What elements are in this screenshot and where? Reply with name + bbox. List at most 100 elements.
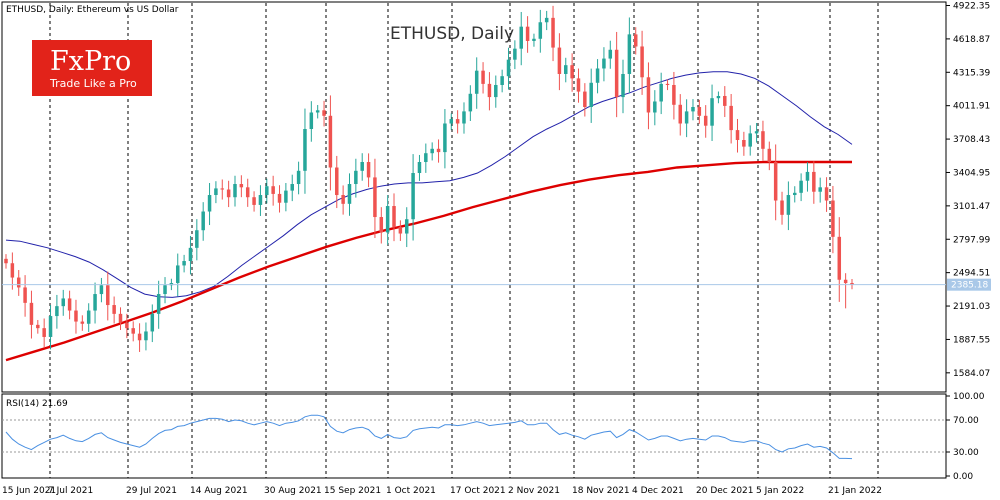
candle-body <box>633 34 638 47</box>
candle-body <box>576 78 581 92</box>
candle-body <box>474 70 479 94</box>
candle-body <box>697 106 702 116</box>
candle-body <box>761 131 765 149</box>
rsi-series-line <box>5 414 853 460</box>
price-tick-label: 2494.51 <box>953 269 990 279</box>
date-tick-label: 2 Nov 2021 <box>508 486 560 496</box>
candle-body <box>125 322 129 329</box>
candle-body <box>595 68 600 83</box>
candle-body <box>36 324 40 329</box>
candle-body <box>182 261 186 266</box>
candle-body <box>354 170 358 185</box>
candle-body <box>366 162 371 178</box>
rsi-tick-label: 100.00 <box>953 392 985 402</box>
candle-body <box>315 110 320 113</box>
candle-body <box>627 34 632 74</box>
candle-body <box>621 73 625 98</box>
candle-body <box>214 188 218 196</box>
candle-body <box>93 294 97 311</box>
candle-body <box>519 26 523 49</box>
candle-body <box>653 101 657 113</box>
candle-body <box>773 162 778 201</box>
candle-body <box>55 306 59 317</box>
price-tick-label: 2191.03 <box>953 302 990 312</box>
candle-body <box>430 148 434 154</box>
symbol-description: ETHUSD, Daily: Ethereum vs US Dollar <box>6 5 179 15</box>
candle-body <box>252 197 256 205</box>
candle-body <box>608 49 613 59</box>
rsi-tick-label: 0.00 <box>953 472 973 482</box>
candle-body <box>436 148 441 153</box>
candle-body <box>4 258 8 264</box>
candle-body <box>277 193 282 203</box>
candle-body <box>112 305 116 314</box>
candle-body <box>29 302 34 325</box>
candle-body <box>309 112 314 129</box>
price-tick-label: 1887.55 <box>953 335 990 345</box>
candle-body <box>48 316 53 337</box>
candle-body <box>646 77 651 113</box>
candle-body <box>80 321 85 324</box>
candle-body <box>735 130 740 141</box>
candle-body <box>74 310 78 322</box>
candle-body <box>805 171 810 181</box>
rsi-label: RSI(14) 21.69 <box>6 399 68 409</box>
candle-body <box>239 184 244 188</box>
date-tick-label: 17 Oct 2021 <box>450 486 506 496</box>
candle-body <box>245 187 250 198</box>
candle-body <box>824 187 829 201</box>
date-tick-label: 20 Dec 2021 <box>696 486 754 496</box>
candle-body <box>271 186 275 194</box>
candle-body <box>462 111 466 124</box>
candle-body <box>373 177 377 218</box>
chart-title: ETHUSD, Daily <box>390 24 514 44</box>
candle-body <box>86 310 91 324</box>
candle-body <box>468 93 473 112</box>
date-tick-label: 4 Dec 2021 <box>632 486 684 496</box>
candle-body <box>729 105 733 131</box>
candle-body <box>748 133 752 147</box>
date-tick-label: 29 Jul 2021 <box>126 486 177 496</box>
candle-body <box>799 180 803 193</box>
candle-body <box>379 217 384 233</box>
price-tick-label: 4011.91 <box>953 102 990 112</box>
candle-body <box>538 22 543 39</box>
candle-body <box>169 283 174 286</box>
candle-body <box>207 195 212 212</box>
price-tick-label: 1584.07 <box>953 369 990 379</box>
candle-body <box>544 17 549 23</box>
candle-body <box>118 313 123 323</box>
candle-body <box>443 123 447 153</box>
candle-body <box>678 104 683 124</box>
candle-body <box>290 184 294 191</box>
candle-body <box>780 200 784 215</box>
rsi-axis: 100.00 70.00 30.00 0.00 <box>946 392 985 482</box>
candle-body <box>818 187 822 192</box>
candle-body <box>360 162 364 171</box>
candle-body <box>672 84 676 105</box>
candlesticks <box>4 5 854 352</box>
date-tick-label: 7 Jul 2021 <box>48 486 93 496</box>
candle-body <box>201 211 205 231</box>
date-tick-label: 15 Jun 2021 <box>2 486 56 496</box>
candle-body <box>150 313 155 332</box>
candle-body <box>42 328 46 337</box>
candle-body <box>831 200 835 237</box>
date-tick-label: 1 Oct 2021 <box>386 486 436 496</box>
date-tick-label: 5 Jan 2022 <box>756 486 804 496</box>
candle-body <box>551 17 555 48</box>
moving-averages <box>5 71 853 362</box>
logo-box <box>32 40 152 96</box>
candle-body <box>786 195 791 215</box>
candle-body <box>703 115 708 126</box>
candle-body <box>175 265 180 284</box>
current-price-line: 2385.18 <box>2 278 991 291</box>
candle-body <box>144 331 148 341</box>
price-panel-frame <box>1 1 947 393</box>
candle-body <box>296 170 301 185</box>
candle-body <box>23 287 27 303</box>
candle-body <box>385 206 390 233</box>
candle-body <box>303 128 307 171</box>
date-tick-label: 30 Aug 2021 <box>264 486 322 496</box>
